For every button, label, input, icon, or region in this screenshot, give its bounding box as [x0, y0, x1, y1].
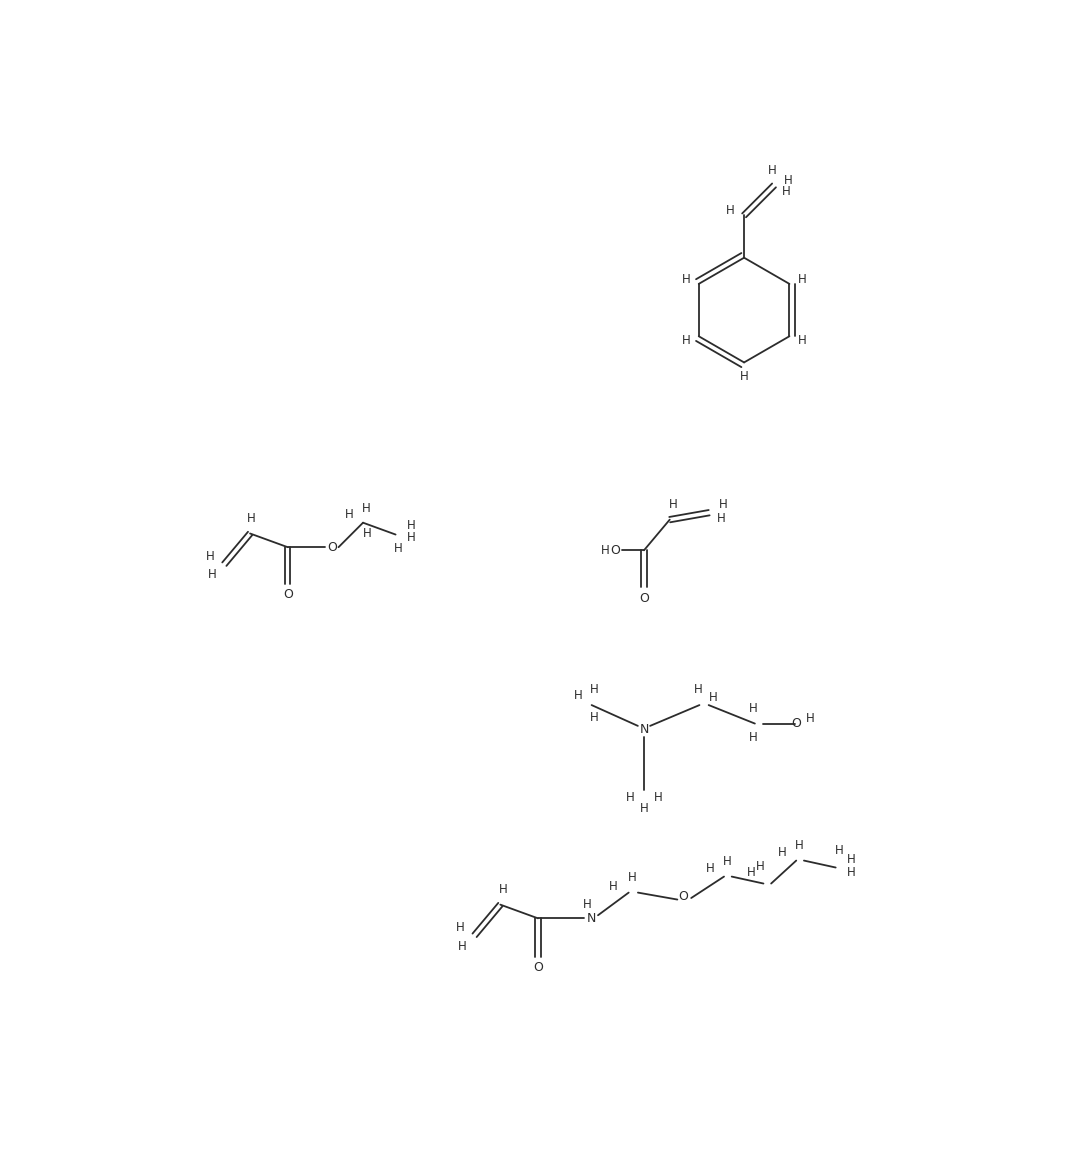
Text: H: H: [709, 691, 718, 703]
Text: H: H: [345, 508, 354, 521]
Text: H: H: [362, 503, 371, 515]
Text: H: H: [456, 921, 465, 934]
Text: H: H: [208, 568, 216, 581]
Text: N: N: [587, 912, 596, 925]
Text: H: H: [363, 527, 372, 540]
Text: H: H: [779, 846, 787, 859]
Text: H: H: [782, 186, 790, 198]
Text: O: O: [791, 717, 801, 730]
Text: H: H: [626, 791, 635, 804]
Text: H: H: [719, 498, 727, 512]
Text: H: H: [798, 334, 806, 347]
Text: H: H: [706, 862, 715, 875]
Text: O: O: [327, 541, 338, 553]
Text: H: H: [394, 542, 403, 555]
Text: H: H: [806, 713, 815, 725]
Text: H: H: [756, 860, 765, 873]
Text: H: H: [247, 512, 256, 525]
Text: H: H: [654, 791, 662, 804]
Text: H: H: [583, 898, 591, 911]
Text: H: H: [590, 684, 600, 696]
Text: H: H: [407, 532, 415, 544]
Text: H: H: [407, 519, 415, 532]
Text: H: H: [847, 853, 855, 866]
Text: O: O: [678, 890, 688, 903]
Text: H: H: [798, 273, 806, 286]
Text: O: O: [283, 588, 293, 602]
Text: N: N: [639, 723, 649, 737]
Text: O: O: [610, 544, 621, 557]
Text: H: H: [784, 174, 792, 187]
Text: H: H: [590, 711, 600, 724]
Text: H: H: [669, 498, 677, 511]
Text: H: H: [682, 334, 691, 347]
Text: H: H: [794, 838, 804, 852]
Text: H: H: [717, 512, 726, 526]
Text: H: H: [726, 204, 735, 217]
Text: H: H: [747, 866, 755, 880]
Text: O: O: [639, 591, 649, 604]
Text: H: H: [768, 164, 776, 176]
Text: H: H: [693, 684, 702, 696]
Text: O: O: [532, 962, 543, 974]
Text: H: H: [499, 883, 508, 896]
Text: H: H: [458, 940, 466, 952]
Text: H: H: [740, 370, 749, 383]
Text: H: H: [834, 844, 843, 857]
Text: H: H: [749, 731, 757, 744]
Text: H: H: [749, 702, 757, 715]
Text: H: H: [723, 854, 732, 868]
Text: H: H: [573, 689, 583, 702]
Text: H: H: [627, 871, 636, 883]
Text: H: H: [847, 866, 855, 879]
Text: H: H: [682, 273, 691, 286]
Text: H: H: [207, 550, 215, 563]
Text: H: H: [640, 801, 649, 815]
Text: H: H: [609, 880, 618, 892]
Text: H: H: [601, 544, 610, 557]
